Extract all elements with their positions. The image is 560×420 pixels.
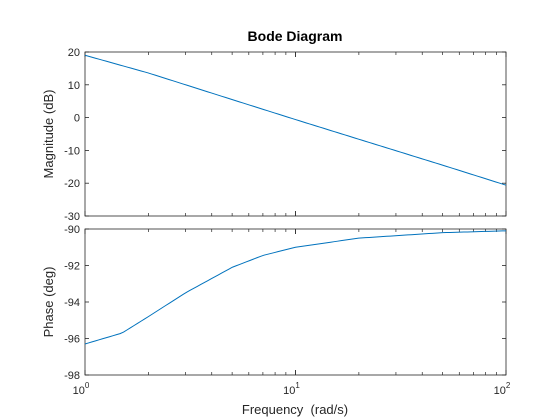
x-tick-exponent: 1 bbox=[295, 381, 300, 390]
phase-y-tick-label: -96 bbox=[64, 334, 80, 346]
x-tick-label: 100 bbox=[73, 381, 90, 397]
x-axis-title: Frequency (rad/s) bbox=[242, 402, 348, 417]
phase-series-line bbox=[84, 230, 507, 345]
magnitude-plot-area bbox=[84, 51, 507, 217]
phase-y-tick-label: -94 bbox=[64, 297, 80, 309]
x-tick-exponent: 2 bbox=[506, 381, 511, 390]
phase-y-tick-label: -90 bbox=[64, 224, 80, 236]
x-tick-exponent: 0 bbox=[85, 381, 90, 390]
magnitude-y-tick-label: -30 bbox=[64, 211, 80, 223]
x-tick-label: 102 bbox=[494, 381, 511, 397]
x-tick-base: 10 bbox=[494, 385, 506, 397]
magnitude-y-axis-title: Magnitude (dB) bbox=[41, 90, 56, 179]
magnitude-panel: 20 10 0 -10 -20 -30 Magnitude (dB) bbox=[41, 47, 507, 223]
magnitude-y-tick-label: 0 bbox=[74, 113, 80, 125]
phase-panel: -90-92-94-96-98 Phase (deg) 100 101 102 Fr… bbox=[41, 224, 511, 417]
magnitude-y-tick-label: -20 bbox=[64, 178, 80, 190]
chart-title: Bode Diagram bbox=[248, 28, 343, 44]
magnitude-y-tick-label: -10 bbox=[64, 145, 80, 157]
phase-plot-area bbox=[84, 228, 507, 376]
magnitude-series-line bbox=[84, 54, 507, 186]
x-tick-base: 10 bbox=[73, 385, 85, 397]
x-tick-base: 10 bbox=[283, 385, 295, 397]
phase-y-axis-title: Phase (deg) bbox=[41, 267, 56, 338]
phase-y-tick-label: -92 bbox=[64, 261, 80, 273]
magnitude-y-tick-label: 10 bbox=[68, 80, 80, 92]
magnitude-y-tick-label: 20 bbox=[68, 47, 80, 59]
phase-y-tick-label: -98 bbox=[64, 370, 80, 382]
x-tick-label: 101 bbox=[283, 381, 300, 397]
